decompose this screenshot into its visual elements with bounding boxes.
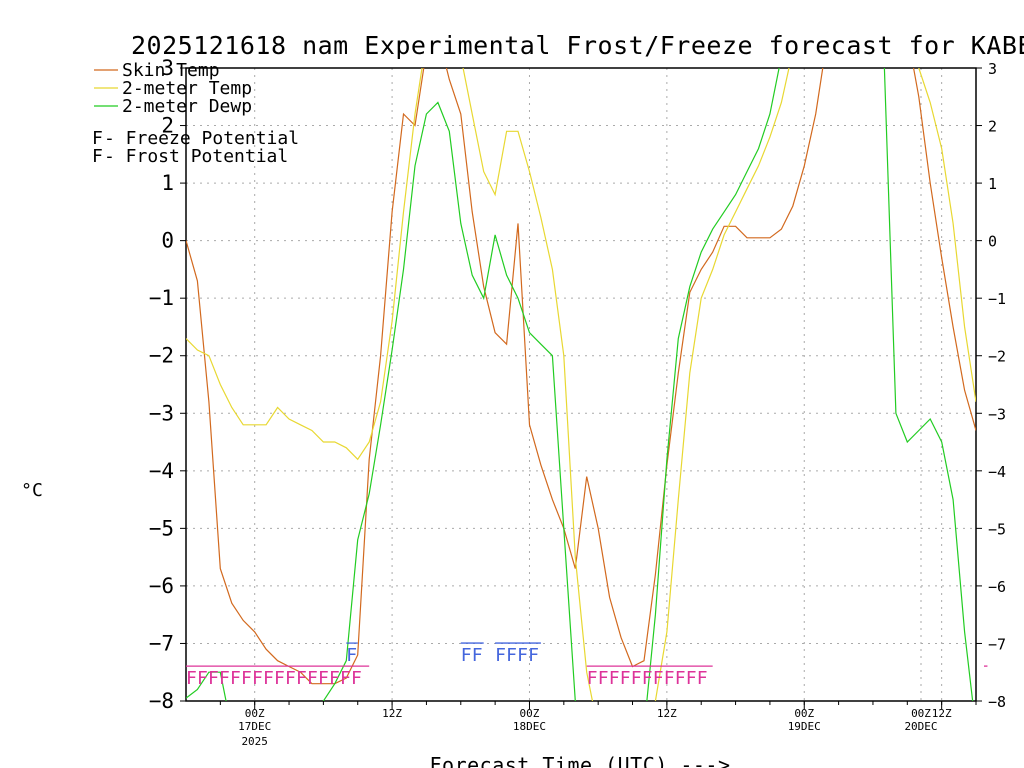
y-tick-label-left: 2 — [161, 114, 174, 138]
y-tick-label-left: −8 — [149, 689, 174, 713]
x-tick-label: 12Z — [382, 707, 402, 720]
x-tick-label: 12Z — [657, 707, 677, 720]
freeze-mark-symbol: F — [351, 668, 362, 689]
x-tick-label: 00Z — [911, 707, 931, 720]
frost-mark-symbol: F — [472, 645, 483, 666]
series-line-2 — [186, 68, 976, 701]
freeze-mark-symbol: F — [252, 668, 263, 689]
y-tick-label-left: −4 — [149, 459, 174, 483]
legend-label-1: Skin Temp — [122, 60, 220, 81]
y-tick-label-right: −7 — [988, 635, 1006, 653]
freeze-mark-symbol: F — [219, 668, 230, 689]
y-tick-label-right: 1 — [988, 175, 997, 193]
freeze-mark-symbol: F — [241, 668, 252, 689]
y-tick-label-right: −8 — [988, 693, 1006, 711]
freeze-mark-symbol: F — [587, 668, 598, 689]
axes: −8 −8 −7 −7 −6 −6 −5 −5 −4 −4 −3 −3 −2 −2 −1 −1 0 0 1 1 2 2 3 3… — [149, 56, 1006, 748]
freeze-mark-symbol: F — [653, 668, 664, 689]
freeze-mark-symbol: F — [285, 668, 296, 689]
frost-mark-symbol: F — [461, 645, 472, 666]
freeze-mark-symbol: F — [631, 668, 642, 689]
freeze-mark-symbol: F — [609, 668, 620, 689]
freeze-mark-symbol: F — [230, 668, 241, 689]
y-tick-label-left: −2 — [149, 344, 174, 368]
legend-marker-label-1: - Freeze Potential — [104, 128, 299, 149]
y-tick-label-left: −3 — [149, 401, 174, 425]
legend-label-3: 2-meter Dewp — [122, 96, 252, 117]
freeze-mark-symbol: F — [208, 668, 219, 689]
series — [186, 68, 976, 701]
freeze-mark-symbol: F — [296, 668, 307, 689]
x-axis-label: Forecast Time (UTC) ---> — [430, 753, 731, 768]
plot-frame — [185, 67, 977, 702]
freeze-mark-symbol: F — [697, 668, 708, 689]
frost-mark-symbol: F — [506, 645, 517, 666]
y-tick-label-right: −4 — [988, 463, 1006, 481]
y-tick-label-left: −1 — [149, 286, 174, 310]
freeze-mark-symbol: F — [307, 668, 318, 689]
freeze-mark-symbol: F — [263, 668, 274, 689]
freeze-mark-symbol: F — [620, 668, 631, 689]
x-tick-date: 18DEC — [513, 720, 546, 733]
freeze-mark-symbol: F — [340, 668, 351, 689]
y-tick-label-right: 0 — [988, 233, 997, 251]
potential-markers: F F F F F F F F F F F F F F F F F F F F F F F F F F FF F F F F F F — [186, 642, 988, 689]
freeze-mark-symbol: F — [598, 668, 609, 689]
freeze-mark-symbol: F — [186, 668, 197, 689]
y-tick-label-right: −1 — [988, 290, 1006, 308]
freeze-mark-symbol: F — [329, 668, 340, 689]
freeze-mark-symbol: F — [642, 668, 653, 689]
freeze-mark-symbol: F — [664, 668, 675, 689]
freeze-mark-symbol: F — [274, 668, 285, 689]
y-tick-label-right: −5 — [988, 520, 1006, 538]
y-axis-label: °C — [21, 480, 43, 501]
legend-marker-symbol-2: F — [92, 146, 103, 167]
y-tick-label-right: −2 — [988, 348, 1006, 366]
y-tick-label-right: 3 — [988, 60, 997, 78]
y-tick-label-left: 1 — [161, 171, 174, 195]
x-tick-date: 20DEC — [904, 720, 937, 733]
y-tick-label-left: 0 — [161, 229, 174, 253]
y-tick-label-left: −6 — [149, 574, 174, 598]
freeze-mark-symbol: F — [318, 668, 329, 689]
legend-marker-label-2: - Frost Potential — [104, 146, 288, 167]
legend-label-2: 2-meter Temp — [122, 78, 252, 99]
frost-mark-symbol: F — [517, 645, 528, 666]
x-tick-date: 17DEC — [238, 720, 271, 733]
x-tick-label: 12Z — [932, 707, 952, 720]
y-tick-label-right: −6 — [988, 578, 1006, 596]
x-tick-date: 19DEC — [788, 720, 821, 733]
y-tick-label-right: 2 — [988, 118, 997, 136]
y-tick-label-left: −7 — [149, 631, 174, 655]
freeze-mark-symbol: F — [686, 668, 697, 689]
frost-mark-symbol: F — [528, 645, 539, 666]
x-tick-label: 00Z — [520, 707, 540, 720]
frost-mark-symbol: F — [346, 645, 357, 666]
freeze-mark-symbol: F — [675, 668, 686, 689]
series-line-3 — [186, 68, 974, 701]
freeze-mark-symbol: F — [197, 668, 208, 689]
frost-mark-symbol: F — [495, 645, 506, 666]
legend-marker-symbol-1: F — [92, 128, 103, 149]
grid — [186, 68, 976, 701]
chart-title: 2025121618 nam Experimental Frost/Freeze… — [131, 31, 1024, 60]
x-tick-label: 00Z — [245, 707, 265, 720]
y-tick-label-right: −3 — [988, 405, 1006, 423]
y-tick-label-left: 3 — [161, 56, 174, 80]
series-line-1 — [186, 68, 976, 685]
y-tick-label-left: −5 — [149, 516, 174, 540]
x-tick-year: 2025 — [241, 735, 268, 748]
x-tick-label: 00Z — [794, 707, 814, 720]
